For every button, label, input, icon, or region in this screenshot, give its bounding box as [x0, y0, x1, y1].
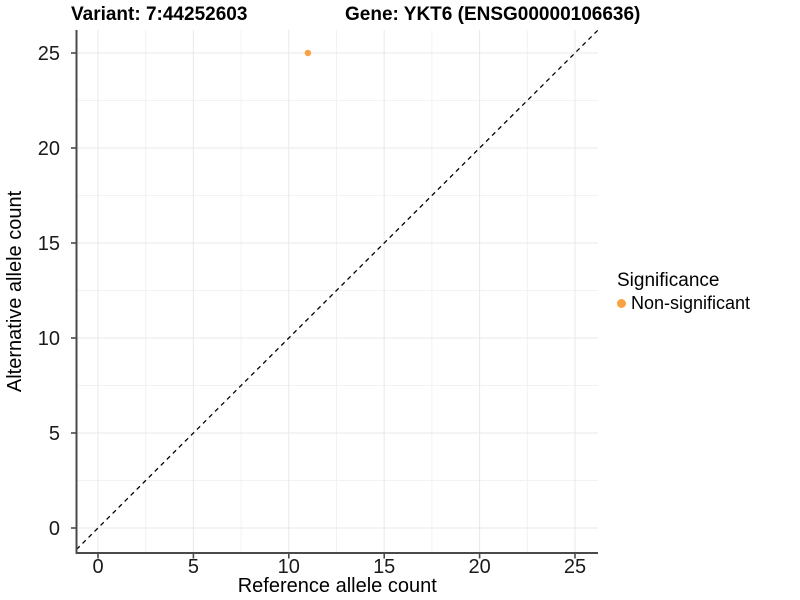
plot-title-gene: Gene: YKT6 (ENSG00000106636) — [345, 4, 641, 25]
x-tick-label: 0 — [92, 556, 103, 578]
y-tick-label: 5 — [49, 423, 60, 445]
identity-dashed-line — [76, 29, 599, 550]
x-tick-label: 25 — [564, 556, 586, 578]
x-tick-label: 15 — [373, 556, 395, 578]
y-axis-title: Alternative allele count — [4, 190, 26, 392]
y-tick-label: 20 — [38, 138, 60, 160]
x-tick-label: 20 — [468, 556, 490, 578]
legend-dot-icon — [617, 299, 626, 308]
x-axis-title: Reference allele count — [238, 575, 437, 597]
legend-title: Significance — [617, 270, 720, 291]
x-tick-label: 10 — [278, 556, 300, 578]
x-tick-label: 5 — [188, 556, 199, 578]
legend: Significance Non-significant — [617, 271, 750, 314]
legend-item-label: Non-significant — [631, 293, 751, 313]
legend-item: Non-significant — [617, 293, 750, 314]
data-point — [304, 49, 312, 57]
y-tick-label: 15 — [38, 233, 60, 255]
y-tick-label: 25 — [38, 43, 60, 65]
y-tick-label: 0 — [49, 518, 60, 540]
plot-title-variant: Variant: 7:44252603 — [71, 4, 248, 25]
y-tick-label: 10 — [38, 328, 60, 350]
